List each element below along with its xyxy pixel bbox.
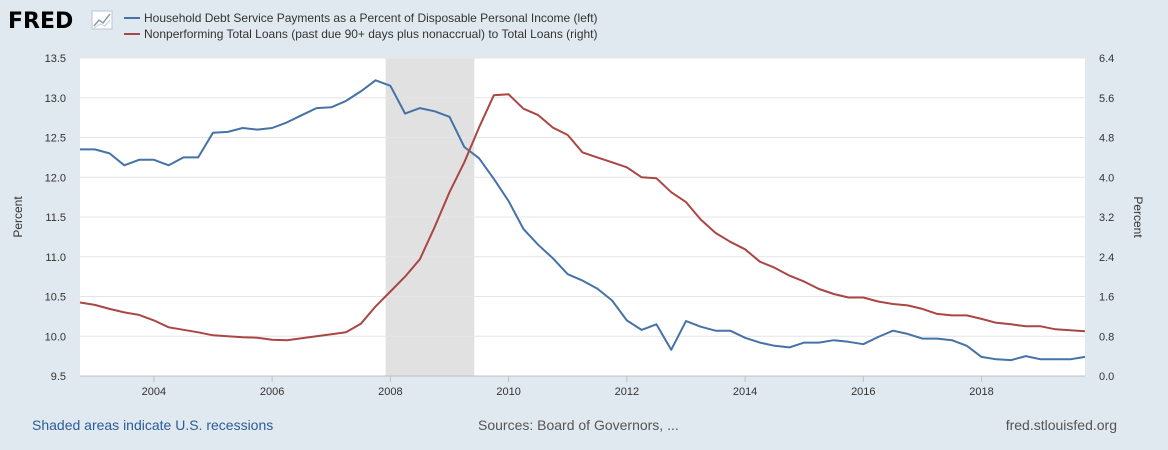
site-link[interactable]: fred.stlouisfed.org	[1005, 417, 1117, 433]
x-tick-label: 2016	[851, 386, 875, 398]
left-tick-label: 9.5	[51, 371, 66, 383]
right-tick-label: 0.8	[1099, 331, 1114, 343]
x-tick-label: 2010	[496, 386, 520, 398]
left-tick-label: 10.0	[45, 331, 66, 343]
x-tick-label: 2004	[142, 386, 166, 398]
right-tick-label: 0.0	[1099, 371, 1114, 383]
right-tick-label: 5.6	[1099, 93, 1114, 105]
right-tick-label: 4.8	[1099, 133, 1114, 145]
logo-text: FRED	[8, 9, 73, 34]
x-tick-label: 2006	[260, 386, 284, 398]
fred-logo[interactable]: FRED	[8, 9, 113, 34]
left-tick-label: 13.5	[45, 53, 66, 65]
legend-label-series-1: Household Debt Service Payments as a Per…	[144, 11, 598, 25]
x-tick-label: 2014	[733, 386, 757, 398]
logo-chart-icon	[91, 10, 113, 30]
right-axis-title: Percent	[1131, 196, 1145, 238]
right-tick-label: 6.4	[1099, 53, 1114, 65]
right-tick-label: 3.2	[1099, 212, 1114, 224]
right-tick-label: 2.4	[1099, 252, 1114, 264]
left-tick-label: 10.5	[45, 292, 66, 304]
x-tick-label: 2012	[615, 386, 639, 398]
left-axis-title: Percent	[11, 196, 25, 238]
recession-note-link[interactable]: Shaded areas indicate U.S. recessions	[32, 417, 274, 433]
x-tick-label: 2018	[969, 386, 993, 398]
right-tick-label: 4.0	[1099, 172, 1114, 184]
x-tick-label: 2008	[378, 386, 402, 398]
left-tick-label: 11.5	[45, 212, 66, 224]
series-line-2	[79, 93, 1086, 342]
sources-text: Sources: Board of Governors, ...	[478, 417, 679, 433]
series-layer	[79, 79, 1086, 362]
series-line-1	[80, 79, 1086, 362]
left-tick-label: 12.0	[45, 172, 66, 184]
legend: Household Debt Service Payments as a Per…	[124, 11, 598, 41]
axis-layer: 9.5 10.0 10.5 11.0 11.5 12.0 12.5 13.0 13.5 0.0 0.…	[45, 53, 1115, 398]
left-tick-label: 13.0	[45, 93, 66, 105]
left-tick-label: 11.0	[45, 252, 66, 264]
right-tick-label: 1.6	[1099, 292, 1114, 304]
left-tick-label: 12.5	[45, 133, 66, 145]
legend-label-series-2: Nonperforming Total Loans (past due 90+ …	[144, 27, 598, 41]
